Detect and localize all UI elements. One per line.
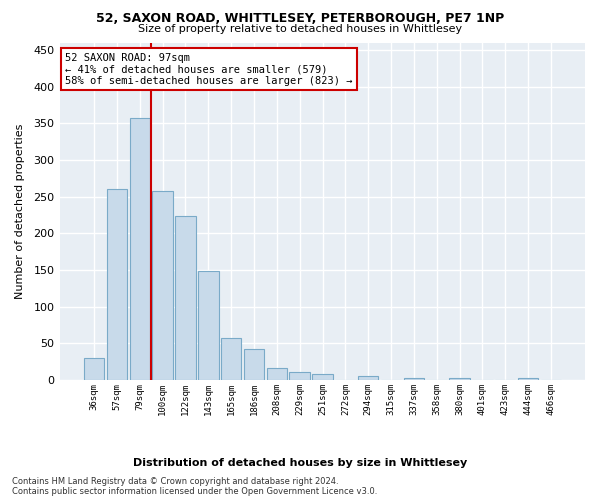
Bar bbox=[175, 216, 196, 380]
Bar bbox=[404, 378, 424, 380]
Bar bbox=[244, 349, 264, 380]
Text: Contains public sector information licensed under the Open Government Licence v3: Contains public sector information licen… bbox=[12, 488, 377, 496]
Bar bbox=[289, 372, 310, 380]
Bar bbox=[152, 190, 173, 380]
Bar bbox=[84, 358, 104, 380]
Bar bbox=[130, 118, 150, 380]
Bar bbox=[266, 368, 287, 380]
Bar bbox=[198, 272, 218, 380]
Text: 52 SAXON ROAD: 97sqm
← 41% of detached houses are smaller (579)
58% of semi-deta: 52 SAXON ROAD: 97sqm ← 41% of detached h… bbox=[65, 52, 353, 86]
Bar bbox=[518, 378, 538, 380]
Text: Size of property relative to detached houses in Whittlesey: Size of property relative to detached ho… bbox=[138, 24, 462, 34]
Text: 52, SAXON ROAD, WHITTLESEY, PETERBOROUGH, PE7 1NP: 52, SAXON ROAD, WHITTLESEY, PETERBOROUGH… bbox=[96, 12, 504, 26]
Bar bbox=[358, 376, 379, 380]
Y-axis label: Number of detached properties: Number of detached properties bbox=[15, 124, 25, 299]
Bar bbox=[221, 338, 241, 380]
Bar bbox=[449, 378, 470, 380]
Text: Distribution of detached houses by size in Whittlesey: Distribution of detached houses by size … bbox=[133, 458, 467, 468]
Bar bbox=[312, 374, 333, 380]
Bar bbox=[107, 189, 127, 380]
Text: Contains HM Land Registry data © Crown copyright and database right 2024.: Contains HM Land Registry data © Crown c… bbox=[12, 478, 338, 486]
